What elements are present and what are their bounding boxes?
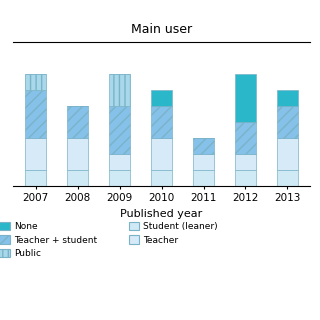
Bar xyxy=(25,90,46,138)
Bar xyxy=(109,154,130,170)
Bar xyxy=(235,122,256,154)
Bar xyxy=(151,90,172,106)
Title: Main user: Main user xyxy=(131,23,192,36)
Bar xyxy=(25,74,46,90)
Bar xyxy=(277,90,298,106)
Bar xyxy=(235,170,256,186)
Bar xyxy=(193,170,214,186)
Bar xyxy=(277,106,298,138)
Bar xyxy=(277,138,298,170)
Bar xyxy=(151,170,172,186)
X-axis label: Published year: Published year xyxy=(120,209,203,219)
Bar xyxy=(67,138,88,170)
Bar xyxy=(109,106,130,154)
Bar xyxy=(235,154,256,170)
Bar xyxy=(25,170,46,186)
Bar xyxy=(25,138,46,170)
Bar xyxy=(67,106,88,138)
Bar xyxy=(151,138,172,170)
Bar xyxy=(193,138,214,154)
Bar xyxy=(67,170,88,186)
Legend: None, Teacher + student, Public, Student (leaner), Teacher: None, Teacher + student, Public, Student… xyxy=(0,222,218,258)
Bar xyxy=(109,170,130,186)
Bar xyxy=(277,170,298,186)
Bar xyxy=(109,74,130,106)
Bar xyxy=(193,154,214,170)
Bar xyxy=(151,106,172,138)
Bar xyxy=(235,74,256,122)
